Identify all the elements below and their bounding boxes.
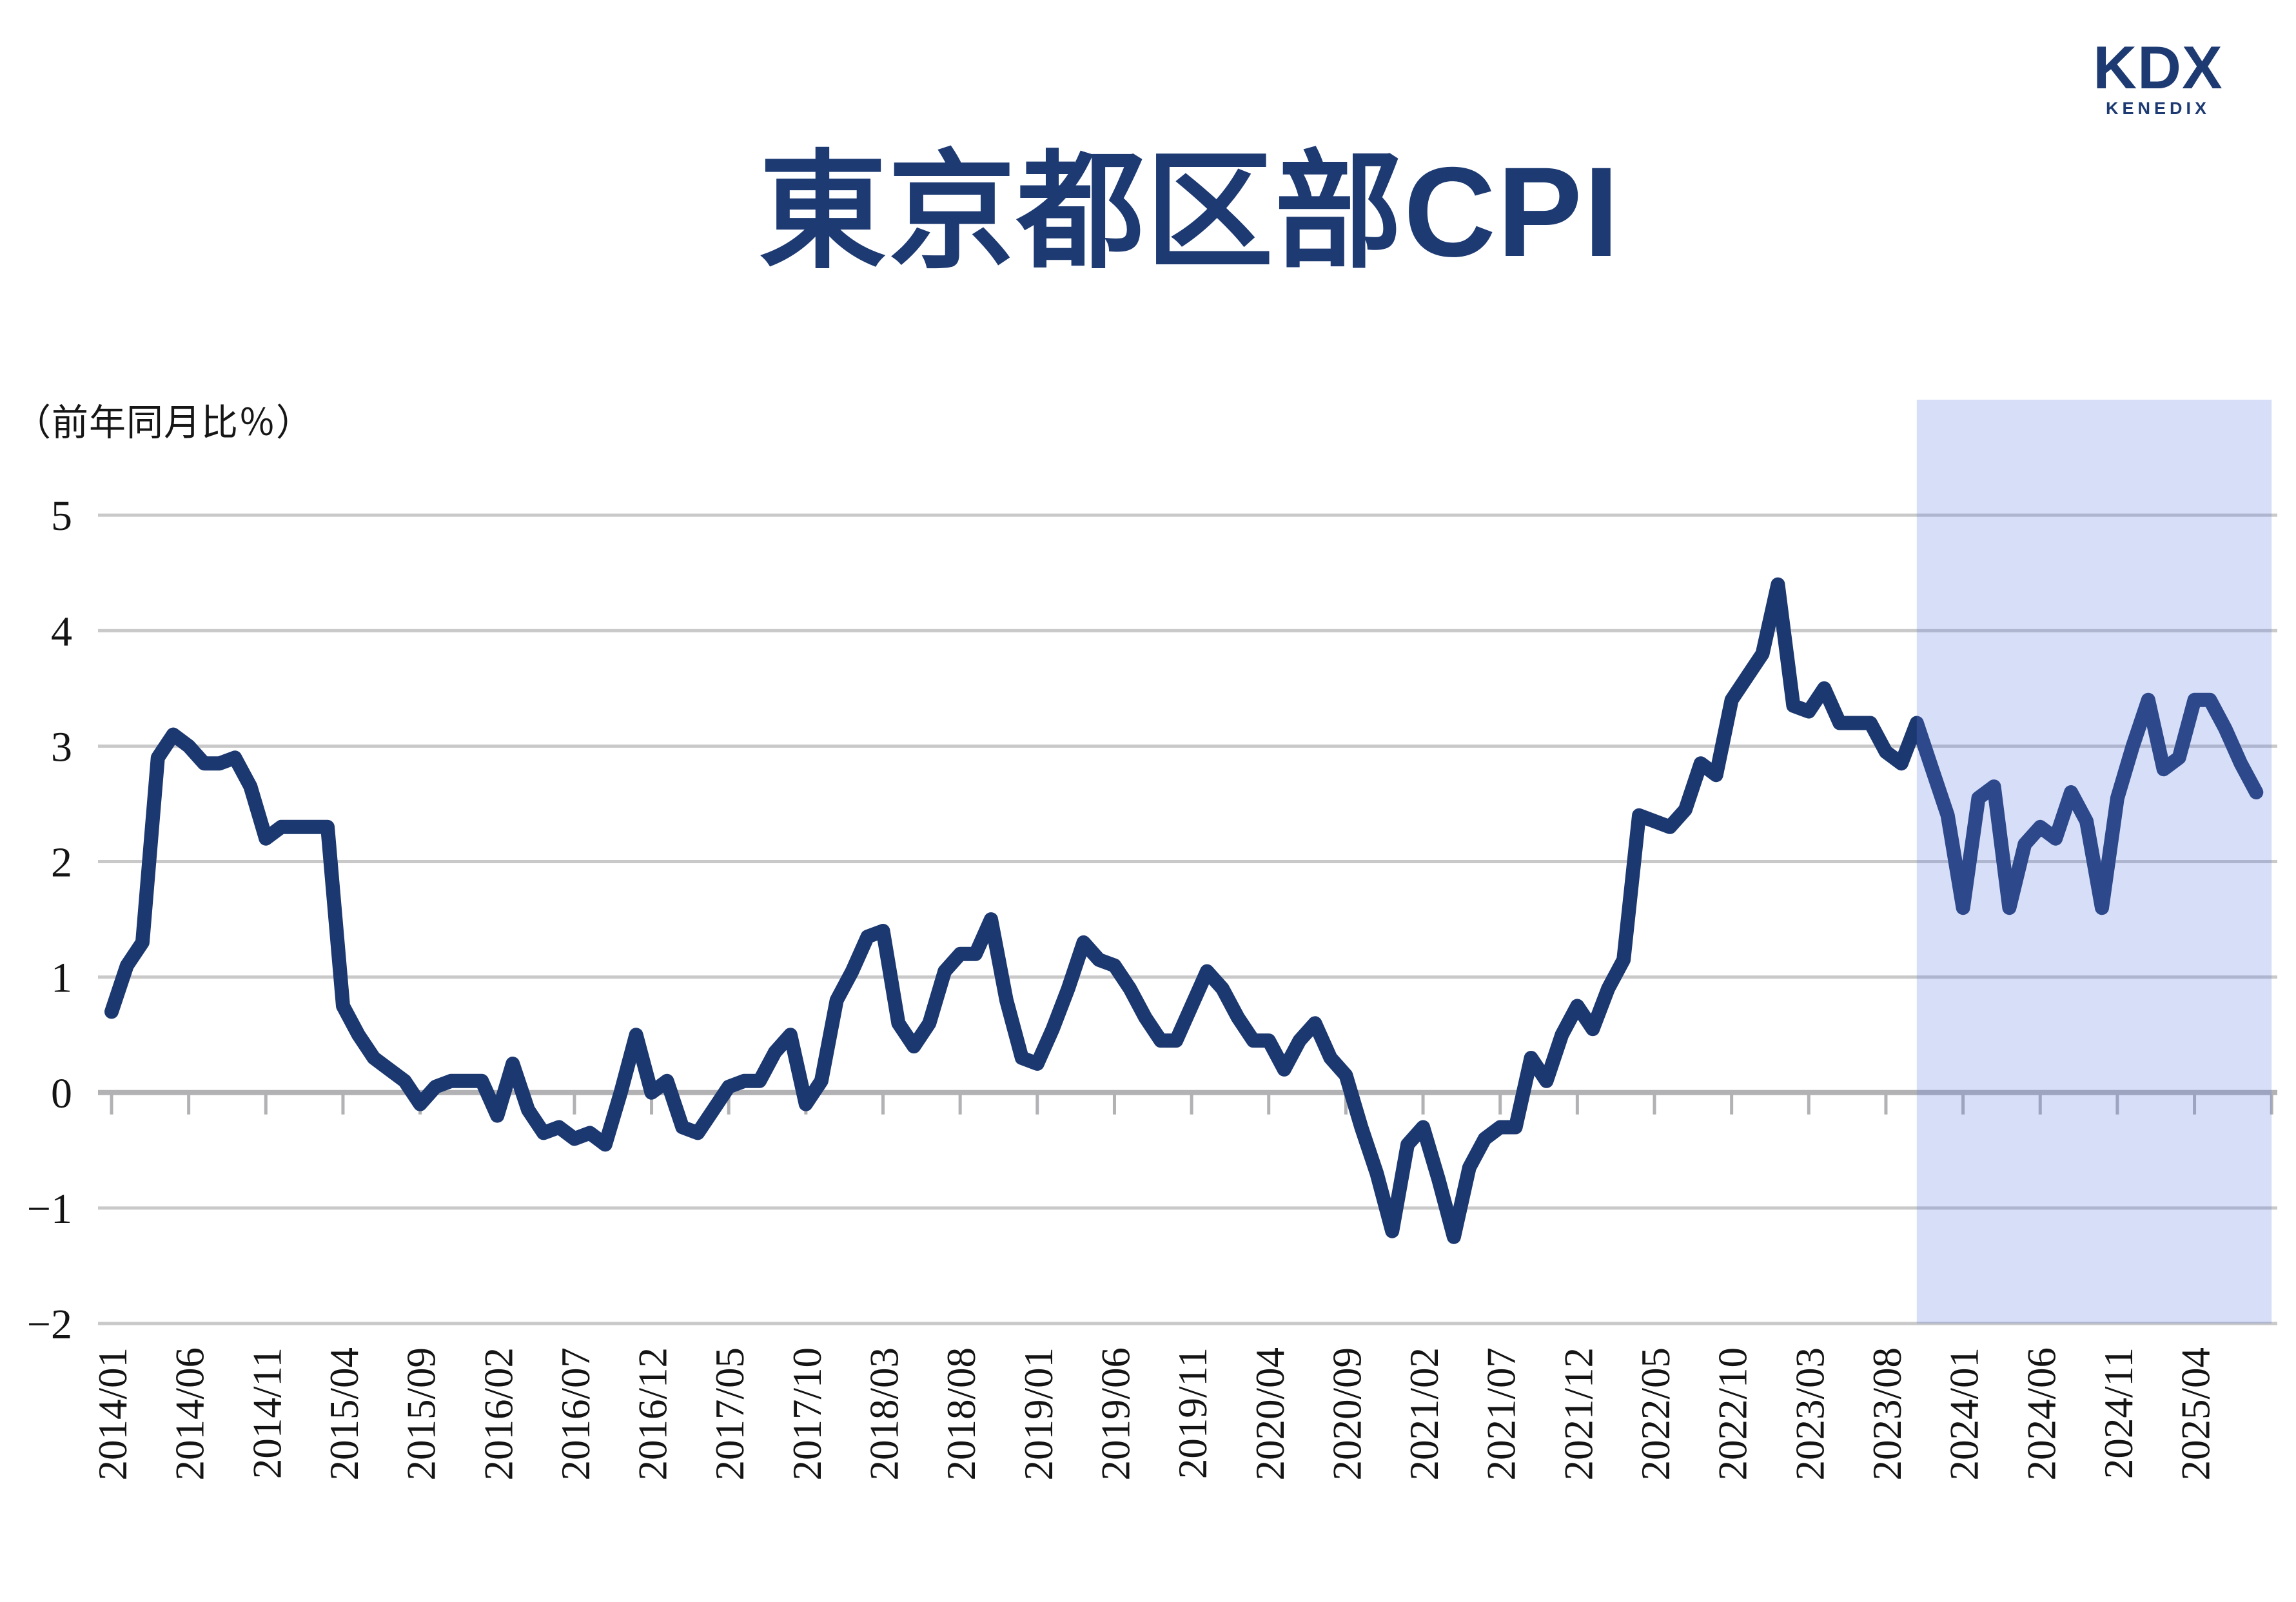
x-tick-label: 2014/01 [90, 1347, 135, 1481]
x-tick-label: 2024/06 [2019, 1347, 2064, 1481]
x-tick-label: 2021/07 [1479, 1347, 1524, 1481]
y-tick-label: −1 [27, 1186, 72, 1233]
y-tick-label: −2 [27, 1301, 72, 1348]
x-tick-label: 2024/01 [1942, 1347, 1987, 1481]
x-tick-label: 2017/05 [707, 1347, 752, 1481]
kdx-logo: KDX KENEDIX [2074, 34, 2242, 119]
x-tick-label: 2018/08 [939, 1347, 984, 1481]
x-tick-label: 2021/12 [1556, 1347, 1601, 1481]
chart-title: 東京都区部CPI [758, 141, 1621, 283]
x-tick-label: 2016/02 [476, 1347, 521, 1481]
kdx-logo-text: KDX [2093, 34, 2223, 101]
y-tick-label: 1 [51, 955, 72, 1002]
x-tick-label: 2015/09 [399, 1347, 444, 1481]
y-tick-label: 3 [51, 723, 72, 770]
x-tick-label: 2019/06 [1093, 1347, 1138, 1481]
x-tick-label: 2025/04 [2173, 1347, 2219, 1481]
x-tick-label: 2018/03 [862, 1347, 907, 1481]
x-tick-label: 2022/10 [1711, 1347, 1756, 1481]
highlight-region [1916, 400, 2272, 1324]
x-tick-label: 2019/11 [1170, 1347, 1215, 1479]
x-tick-label: 2021/02 [1402, 1347, 1447, 1481]
y-tick-label: 5 [51, 493, 72, 540]
x-tick-label: 2016/07 [553, 1347, 598, 1481]
x-tick-label: 2015/04 [322, 1347, 367, 1481]
x-tick-label: 2023/08 [1865, 1347, 1910, 1481]
kenedix-logo-text: KENEDIX [2105, 99, 2211, 119]
x-tick-label: 2016/12 [631, 1347, 676, 1481]
y-tick-label: 2 [51, 839, 72, 886]
x-tick-label: 2022/05 [1633, 1347, 1678, 1481]
x-tick-label: 2019/01 [1016, 1347, 1061, 1481]
x-tick-label: 2020/09 [1324, 1347, 1369, 1481]
x-tick-label: 2017/10 [785, 1347, 830, 1481]
x-tick-label: 2014/11 [244, 1347, 289, 1479]
y-tick-label: 4 [51, 608, 72, 655]
x-tick-label: 2024/11 [2096, 1347, 2141, 1479]
x-tick-label: 2014/06 [168, 1347, 213, 1481]
x-tick-label: 2023/03 [1787, 1347, 1832, 1481]
x-tick-label: 2020/04 [1248, 1347, 1293, 1481]
y-tick-label: 0 [51, 1070, 72, 1117]
cpi-line-series [104, 577, 2264, 1244]
y-axis-unit-label: （前年同月比％） [14, 402, 313, 444]
